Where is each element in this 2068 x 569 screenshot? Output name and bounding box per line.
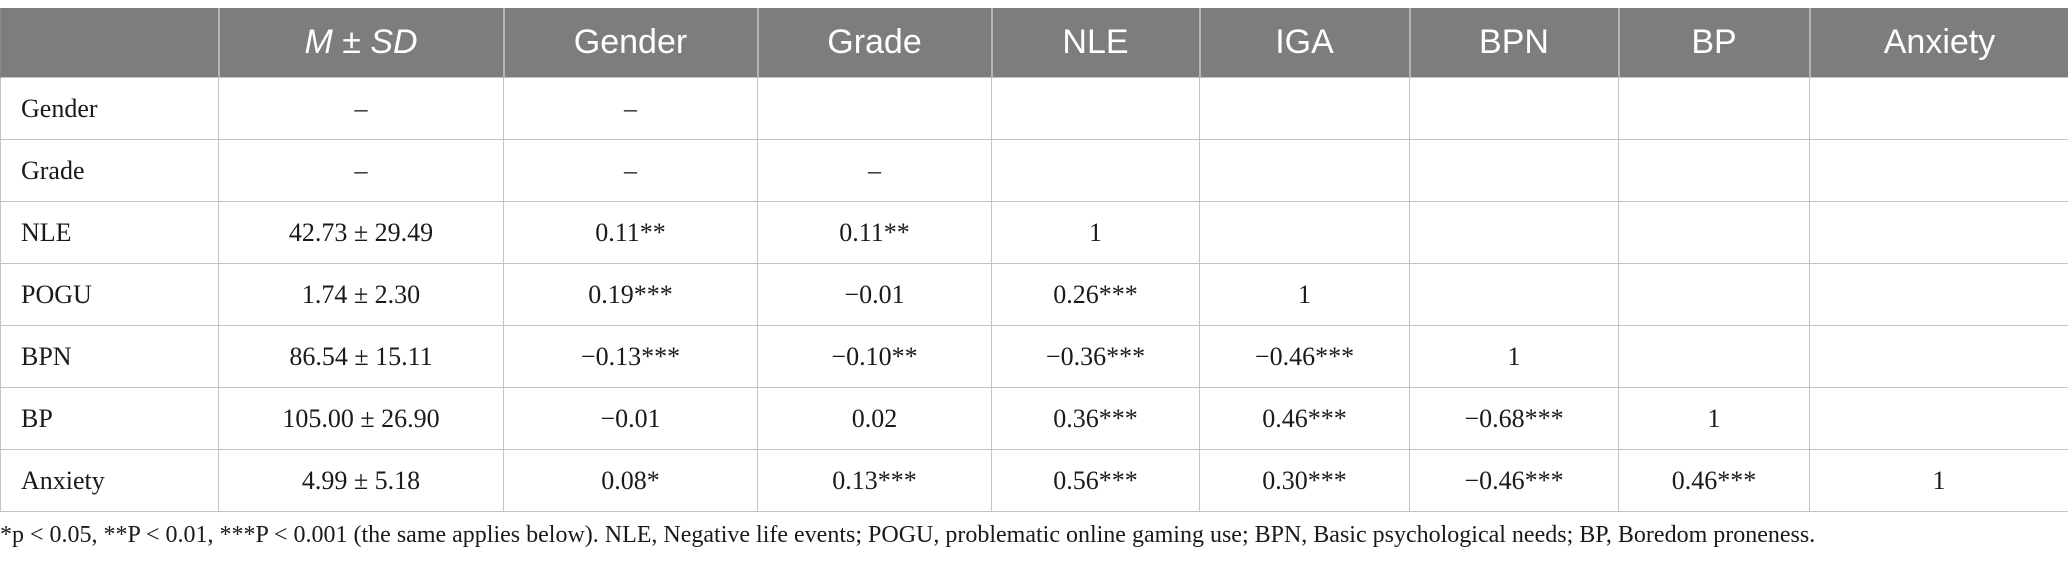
- table-cell: 86.54 ± 15.11: [218, 325, 504, 388]
- table-cell: [1618, 139, 1810, 202]
- table-row: Grade – – –: [0, 139, 2068, 202]
- row-label: Anxiety: [0, 449, 219, 512]
- table-row: BPN 86.54 ± 15.11 −0.13*** −0.10** −0.36*** −…: [0, 325, 2068, 388]
- table-footnote: *p < 0.05, **P < 0.01, ***P < 0.001 (the…: [0, 522, 1816, 548]
- table-cell: –: [503, 77, 758, 140]
- table-cell: [991, 77, 1200, 140]
- table-row: Anxiety 4.99 ± 5.18 0.08* 0.13*** 0.56*** 0.3…: [0, 449, 2068, 512]
- table-body: Gender – – Grade – – – NLE 42.73 ± 29.49 0.11** 0.…: [0, 77, 2068, 512]
- table-cell: [1409, 77, 1619, 140]
- row-label: BPN: [0, 325, 219, 388]
- header-row: M ± SD Gender Grade NLE IGA BPN BP Anxiety: [0, 8, 2068, 78]
- table-cell: [757, 77, 992, 140]
- table-cell: [1809, 387, 2068, 450]
- table-cell: –: [218, 139, 504, 202]
- table-cell: 1: [991, 201, 1200, 264]
- table-cell: [1199, 77, 1410, 140]
- table-cell: [1809, 263, 2068, 326]
- table-cell: 1: [1618, 387, 1810, 450]
- table-row: BP 105.00 ± 26.90 −0.01 0.02 0.36*** 0.46*** −…: [0, 387, 2068, 450]
- table-cell: –: [218, 77, 504, 140]
- header-cell: IGA: [1198, 8, 1410, 78]
- header-cell: BP: [1617, 8, 1810, 78]
- correlation-table-container: M ± SD Gender Grade NLE IGA BPN BP Anxiety Gend…: [0, 8, 2068, 512]
- table-cell: [1409, 263, 1619, 326]
- table-cell: [1409, 139, 1619, 202]
- table-cell: [1618, 201, 1810, 264]
- table-cell: 1: [1809, 449, 2068, 512]
- header-cell: M ± SD: [217, 8, 504, 78]
- table-cell: −0.36***: [991, 325, 1200, 388]
- table-cell: 0.30***: [1199, 449, 1410, 512]
- table-cell: 0.46***: [1199, 387, 1410, 450]
- table-cell: 0.08*: [503, 449, 758, 512]
- table-cell: –: [757, 139, 992, 202]
- table-cell: [1809, 77, 2068, 140]
- row-label: Gender: [0, 77, 219, 140]
- header-cell: NLE: [990, 8, 1200, 78]
- table-cell: –: [503, 139, 758, 202]
- table-cell: 0.26***: [991, 263, 1200, 326]
- table-cell: −0.01: [757, 263, 992, 326]
- row-label: NLE: [0, 201, 219, 264]
- table-cell: [1199, 201, 1410, 264]
- header-cell-empty: [0, 8, 219, 78]
- header-cell: Anxiety: [1808, 8, 2068, 78]
- table-row: Gender – –: [0, 77, 2068, 140]
- header-cell: Gender: [502, 8, 758, 78]
- header-cell: BPN: [1408, 8, 1619, 78]
- row-label: POGU: [0, 263, 219, 326]
- table-cell: 1.74 ± 2.30: [218, 263, 504, 326]
- table-cell: 4.99 ± 5.18: [218, 449, 504, 512]
- table-cell: 105.00 ± 26.90: [218, 387, 504, 450]
- table-cell: 0.11**: [757, 201, 992, 264]
- table-cell: 0.36***: [991, 387, 1200, 450]
- table-cell: 0.19***: [503, 263, 758, 326]
- header-cell: Grade: [756, 8, 992, 78]
- table-cell: 42.73 ± 29.49: [218, 201, 504, 264]
- table-cell: 0.02: [757, 387, 992, 450]
- table-row: POGU 1.74 ± 2.30 0.19*** −0.01 0.26*** 1: [0, 263, 2068, 326]
- table-header: M ± SD Gender Grade NLE IGA BPN BP Anxiety: [0, 8, 2068, 78]
- table-cell: 0.56***: [991, 449, 1200, 512]
- table-cell: [1809, 139, 2068, 202]
- table-cell: [1618, 77, 1810, 140]
- table-cell: 1: [1199, 263, 1410, 326]
- correlation-table: M ± SD Gender Grade NLE IGA BPN BP Anxiety Gend…: [0, 8, 2068, 512]
- table-cell: [1809, 325, 2068, 388]
- table-cell: [991, 139, 1200, 202]
- table-cell: −0.13***: [503, 325, 758, 388]
- table-cell: −0.10**: [757, 325, 992, 388]
- table-cell: −0.68***: [1409, 387, 1619, 450]
- table-cell: −0.46***: [1409, 449, 1619, 512]
- row-label: BP: [0, 387, 219, 450]
- table-cell: [1409, 201, 1619, 264]
- table-cell: 0.11**: [503, 201, 758, 264]
- table-cell: [1618, 263, 1810, 326]
- table-cell: [1199, 139, 1410, 202]
- table-cell: 1: [1409, 325, 1619, 388]
- table-cell: 0.46***: [1618, 449, 1810, 512]
- table-row: NLE 42.73 ± 29.49 0.11** 0.11** 1: [0, 201, 2068, 264]
- table-cell: [1618, 325, 1810, 388]
- table-cell: −0.01: [503, 387, 758, 450]
- table-cell: [1809, 201, 2068, 264]
- table-cell: −0.46***: [1199, 325, 1410, 388]
- table-cell: 0.13***: [757, 449, 992, 512]
- row-label: Grade: [0, 139, 219, 202]
